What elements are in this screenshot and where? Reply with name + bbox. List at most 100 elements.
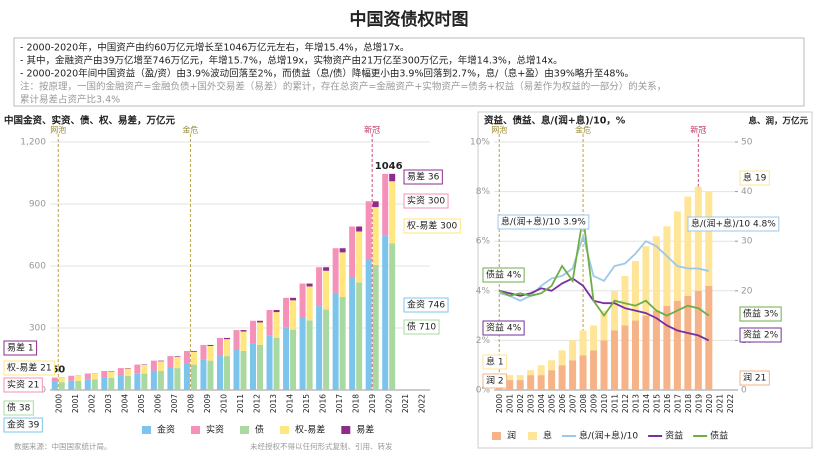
bar-segment bbox=[157, 370, 164, 390]
bar-segment bbox=[323, 270, 330, 310]
x-tick-label: 2017 bbox=[673, 394, 682, 413]
y-tick-label: 900 bbox=[29, 200, 46, 210]
x-tick-label: 2015 bbox=[652, 394, 661, 413]
right-chart: 资益、债益、息/(润+息)/10，%0%2%4%6%8%10%2000 2001 2… bbox=[470, 115, 809, 442]
label-box bbox=[3, 400, 34, 416]
x-tick-label: 2006 bbox=[558, 394, 567, 413]
bar-segment bbox=[174, 368, 181, 390]
bar-segment bbox=[537, 365, 545, 376]
bar-segment bbox=[223, 337, 230, 340]
chart-title: 中国金资、实资、债、权、易差，万亿元 bbox=[4, 115, 176, 127]
bar-segment bbox=[590, 325, 598, 351]
bar-segment bbox=[332, 292, 339, 390]
x-tick-label: 2014 bbox=[642, 394, 651, 413]
page-title: 中国资债权时图 bbox=[350, 9, 469, 30]
bar-segment bbox=[569, 360, 577, 390]
bar-segment bbox=[372, 207, 379, 265]
bar-segment bbox=[150, 360, 157, 371]
label-box bbox=[403, 218, 461, 234]
event-label: 网泡 bbox=[491, 125, 507, 135]
bar-segment bbox=[611, 290, 618, 331]
y-tick-label: 4% bbox=[476, 286, 491, 296]
y2-tick-label: 0 bbox=[741, 386, 747, 396]
bar-segment bbox=[548, 360, 556, 371]
total-label: 60 bbox=[51, 365, 65, 376]
x-tick-label: 2021 bbox=[401, 394, 410, 413]
bar-segment bbox=[684, 196, 692, 296]
x-tick-label: 2003 bbox=[104, 394, 113, 413]
bar-segment bbox=[290, 300, 297, 330]
bar-segment bbox=[190, 351, 197, 365]
label-box bbox=[739, 170, 770, 186]
copyright: 未经授权不得以任何形式复制、引用、转发 bbox=[250, 441, 393, 451]
bar-segment bbox=[516, 380, 524, 390]
bar-segment bbox=[174, 356, 181, 357]
line-series bbox=[498, 216, 710, 318]
bar-segment bbox=[101, 377, 108, 390]
x-tick-label: 2009 bbox=[203, 394, 212, 413]
x-tick-label: 2018 bbox=[684, 394, 693, 413]
value-label: 金资 39 bbox=[7, 419, 40, 431]
y2-title: 息、润，万亿元 bbox=[748, 116, 808, 127]
event-label: 新冠 bbox=[364, 125, 380, 135]
bar-segment bbox=[663, 226, 671, 306]
bar-segment bbox=[389, 243, 396, 390]
bar-segment bbox=[157, 361, 164, 371]
bar-segment bbox=[207, 345, 214, 361]
bar-segment bbox=[527, 375, 535, 390]
x-tick-label: 2008 bbox=[186, 394, 195, 413]
bar-segment bbox=[51, 381, 58, 390]
bar-segment bbox=[558, 365, 566, 390]
x-tick-label: 2021 bbox=[715, 394, 724, 413]
bar-segment bbox=[124, 368, 131, 376]
bar-segment bbox=[663, 305, 671, 390]
bar-segment bbox=[506, 375, 514, 381]
bar-segment bbox=[389, 181, 396, 244]
bar-segment bbox=[537, 375, 545, 390]
bar-segment bbox=[611, 330, 618, 390]
bar-segment bbox=[68, 380, 75, 390]
bar-segment bbox=[356, 231, 363, 283]
bar-segment bbox=[339, 252, 346, 297]
value-label: 润 21 bbox=[743, 372, 766, 384]
legend-label: 债 bbox=[255, 424, 264, 436]
x-tick-label: 2016 bbox=[319, 394, 328, 413]
bar-segment bbox=[673, 211, 681, 301]
bar-segment bbox=[207, 360, 214, 390]
bar-segment bbox=[558, 350, 566, 366]
label-box bbox=[3, 340, 38, 356]
bar-segment bbox=[51, 377, 58, 382]
bar-segment bbox=[356, 282, 363, 390]
bar-segment bbox=[323, 267, 330, 271]
bar-segment bbox=[621, 325, 629, 390]
label-box bbox=[403, 319, 440, 335]
bar-segment bbox=[216, 337, 223, 356]
bar-segment bbox=[290, 297, 297, 301]
value-label: 资益 4% bbox=[486, 322, 522, 334]
legend-label: 债益 bbox=[710, 430, 728, 442]
left-chart: 中国金资、实资、债、权、易差，万亿元 0 300 600 900 1,200 2000 200… bbox=[3, 115, 461, 436]
bar-segment bbox=[283, 327, 290, 390]
bar-segment bbox=[200, 344, 207, 360]
bar-segment bbox=[306, 320, 313, 390]
bar-segment bbox=[673, 300, 681, 390]
label-box bbox=[482, 373, 508, 389]
legend-label: 资益 bbox=[665, 430, 683, 442]
x-tick-label: 2014 bbox=[286, 394, 295, 413]
value-label: 权-易差 300 bbox=[407, 220, 458, 232]
note: - 2000-2020年间中国资益（盈/资）由3.9%波动回落至2%，而债益（息… bbox=[20, 68, 634, 80]
bar-segment bbox=[75, 375, 82, 381]
x-tick-label: 2011 bbox=[236, 394, 245, 413]
event-label: 新冠 bbox=[690, 125, 706, 135]
bar-segment bbox=[332, 248, 339, 293]
bar-segment bbox=[207, 344, 214, 346]
label-box bbox=[482, 320, 525, 336]
bar-segment bbox=[705, 285, 713, 390]
bar-segment bbox=[372, 264, 379, 390]
legend-label: 权-易差 bbox=[295, 424, 325, 436]
x-tick-label: 2000 bbox=[495, 394, 504, 413]
bar-segment bbox=[631, 320, 639, 390]
chart-title: 资益、债益、息/(润+息)/10，% bbox=[484, 115, 626, 127]
bar-segment bbox=[273, 310, 280, 313]
